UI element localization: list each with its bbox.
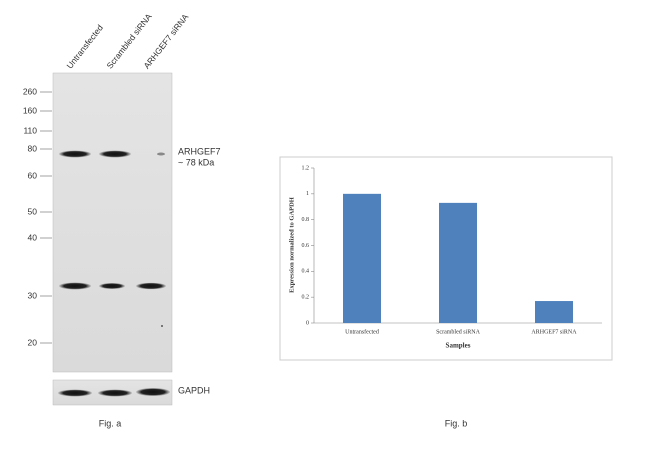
marker-label: 110 <box>23 125 37 135</box>
marker-label: 80 <box>28 143 38 153</box>
y-tick-label: 1.2 <box>302 165 310 171</box>
loading-label: GAPDH <box>178 385 210 395</box>
band <box>136 282 166 290</box>
lane-label: Untransfected <box>64 23 105 71</box>
bands <box>58 150 170 397</box>
x-tick-label: Scrambled siRNA <box>436 329 480 335</box>
y-tick-label: 0 <box>306 320 309 326</box>
y-tick-label: 0.8 <box>302 217 310 223</box>
band <box>99 150 131 158</box>
marker-label: 30 <box>28 290 38 300</box>
bar <box>439 202 477 323</box>
band <box>59 282 91 290</box>
marker-label: 50 <box>28 206 38 216</box>
caption: Fig. b <box>445 418 468 428</box>
y-tick-label: 0.4 <box>302 269 310 275</box>
y-tick-label: 0.6 <box>302 243 310 249</box>
marker-label: 160 <box>23 105 37 115</box>
caption: Fig. a <box>99 418 122 428</box>
speck <box>161 325 163 327</box>
x-axis-title: Samples <box>446 342 471 350</box>
band <box>98 389 132 397</box>
band <box>58 389 92 397</box>
y-axis-title: Expression normalized to GAPDH <box>288 197 295 293</box>
blot-panel <box>52 72 173 373</box>
target-label: ARHGEF7 <box>178 146 221 156</box>
band <box>136 388 170 396</box>
bar <box>535 301 573 323</box>
x-tick-label: ARHGEF7 siRNA <box>531 329 577 335</box>
band <box>59 150 91 158</box>
x-tick-label: Untransfected <box>345 328 379 335</box>
bar <box>343 193 381 323</box>
marker-label: 260 <box>23 86 37 96</box>
size-label: ~ 78 kDa <box>178 157 214 167</box>
y-tick-label: 1 <box>306 191 309 197</box>
y-tick-label: 0.2 <box>302 295 310 301</box>
marker-label: 40 <box>28 232 38 242</box>
marker-label: 60 <box>28 170 38 180</box>
band <box>99 283 125 289</box>
band <box>157 152 165 156</box>
marker-label: 20 <box>28 337 38 347</box>
